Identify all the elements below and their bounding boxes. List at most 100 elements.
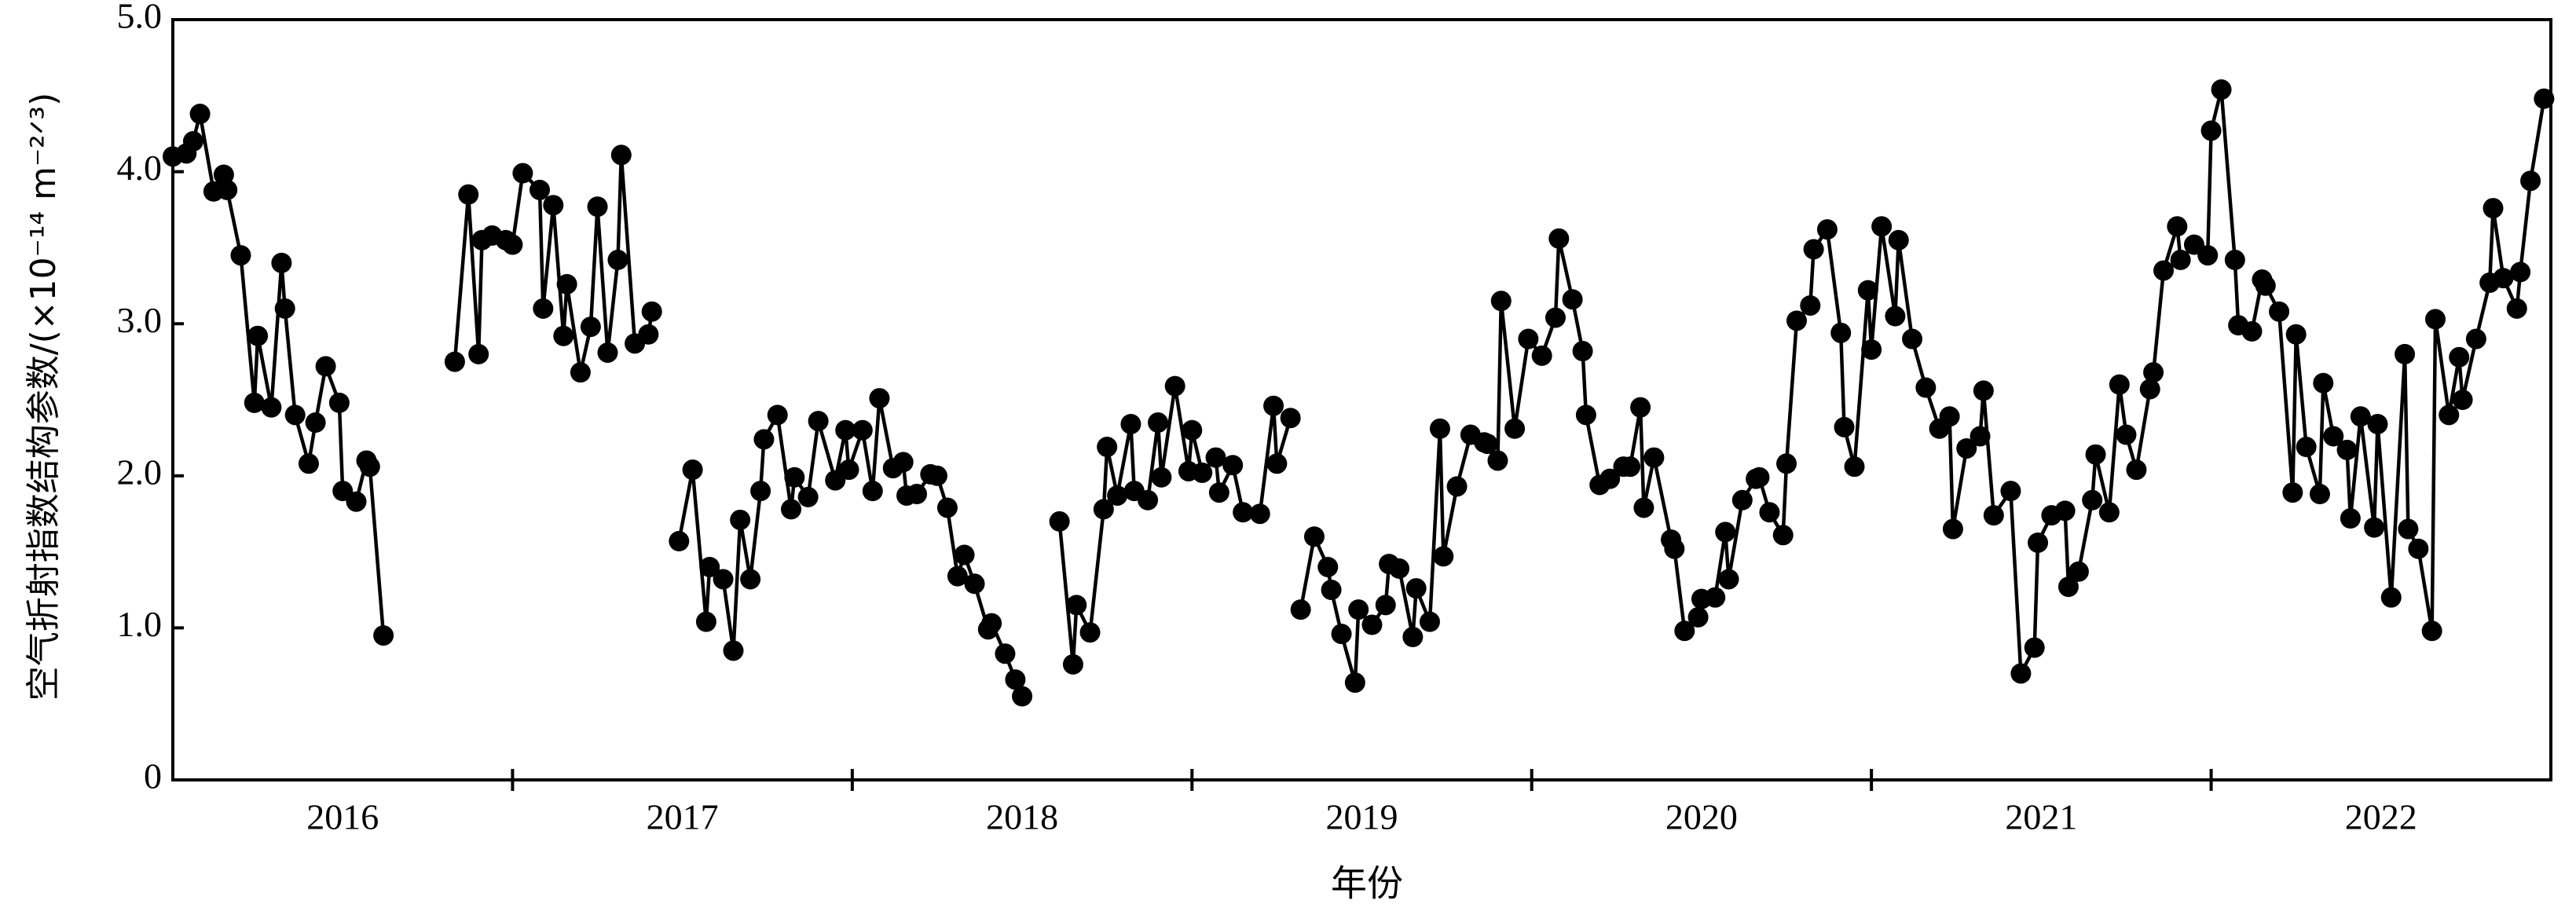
data-point: [213, 164, 234, 185]
data-point: [468, 343, 489, 364]
data-point: [373, 625, 394, 646]
data-point: [543, 195, 564, 216]
data-point: [2520, 170, 2541, 192]
data-point: [1222, 455, 1244, 476]
data-point: [1208, 482, 1229, 503]
data-point: [1120, 413, 1141, 434]
data-point: [1429, 418, 1450, 439]
data-point: [2282, 482, 2303, 503]
data-point: [2153, 260, 2175, 281]
data-point: [1531, 345, 1552, 366]
data-point: [695, 611, 716, 632]
data-point: [2197, 245, 2219, 266]
data-point: [1599, 468, 1621, 489]
data-point: [2439, 404, 2460, 426]
data-point: [2408, 538, 2429, 559]
data-point: [1749, 467, 1770, 488]
data-point: [305, 412, 326, 434]
data-point: [1097, 437, 1118, 458]
data-point: [1249, 503, 1270, 525]
data-point: [750, 481, 771, 502]
data-point: [892, 452, 914, 473]
y-tick-label: 5.0: [117, 0, 163, 36]
data-point: [2323, 426, 2344, 447]
data-point: [1731, 489, 1753, 511]
x-tick-label: 2017: [647, 797, 719, 837]
data-point: [502, 234, 523, 255]
data-point: [2269, 301, 2290, 322]
data-point: [1885, 306, 1906, 327]
data-point: [1303, 526, 1325, 547]
data-point: [954, 544, 975, 565]
data-point: [2465, 328, 2486, 350]
data-point: [2000, 481, 2021, 502]
data-point: [682, 459, 703, 481]
data-point: [2082, 489, 2103, 511]
data-point: [1005, 669, 1026, 690]
data-point: [182, 130, 203, 152]
data-point: [1344, 672, 1365, 694]
y-tick-label: 0: [144, 756, 162, 796]
data-point: [947, 565, 968, 587]
data-point: [862, 481, 883, 502]
x-tick-label: 2019: [1326, 797, 1398, 837]
data-point: [2058, 576, 2079, 598]
data-point: [2313, 372, 2334, 393]
data-point: [315, 356, 336, 377]
data-point: [2364, 517, 2385, 538]
data-point: [2421, 620, 2442, 642]
data-point: [669, 531, 690, 552]
data-point: [1630, 397, 1651, 418]
x-tick-label: 2016: [306, 797, 379, 837]
data-point: [556, 273, 577, 295]
data-point: [217, 179, 238, 200]
data-point: [1419, 611, 1440, 632]
data-point: [838, 459, 859, 481]
data-point: [2054, 500, 2076, 522]
data-point: [1049, 511, 1070, 532]
data-point: [1490, 291, 1512, 312]
data-point: [444, 351, 465, 372]
data-point: [512, 163, 533, 184]
data-point: [2380, 587, 2402, 608]
data-point: [1830, 322, 1852, 343]
data-point: [1548, 228, 1570, 249]
data-point: [835, 419, 856, 441]
data-point: [1834, 416, 1855, 437]
data-point: [869, 388, 890, 409]
data-point: [587, 196, 608, 218]
data-point: [2116, 424, 2137, 445]
x-tick-label: 2018: [986, 797, 1058, 837]
data-point: [1888, 229, 1909, 251]
data-point: [1772, 525, 1794, 546]
x-tick-label: 2022: [2345, 797, 2417, 837]
data-point: [2167, 216, 2188, 237]
data-point: [1915, 377, 1937, 398]
data-point: [1331, 624, 1352, 645]
y-tick-label: 4.0: [117, 148, 163, 188]
data-point: [1280, 408, 1301, 429]
data-point: [1361, 614, 1383, 635]
data-point: [2143, 362, 2164, 383]
data-point: [1066, 595, 1087, 616]
data-point: [533, 298, 554, 319]
data-point: [2085, 444, 2106, 465]
data-point: [597, 342, 618, 363]
data-point: [1317, 556, 1339, 577]
data-point: [2350, 406, 2371, 427]
data-point: [284, 404, 306, 426]
data-point: [926, 465, 947, 486]
data-point: [2309, 484, 2330, 505]
data-point: [1107, 485, 1128, 506]
data-point: [1290, 599, 1311, 620]
data-point: [936, 497, 958, 518]
x-tick-label: 2021: [2005, 797, 2077, 837]
data-point: [1620, 456, 1641, 478]
data-point: [2098, 502, 2120, 523]
data-point: [907, 484, 928, 505]
data-point: [1182, 419, 1203, 441]
data-point: [1263, 395, 1284, 416]
data-point: [1433, 546, 1454, 567]
data-point: [995, 643, 1016, 664]
